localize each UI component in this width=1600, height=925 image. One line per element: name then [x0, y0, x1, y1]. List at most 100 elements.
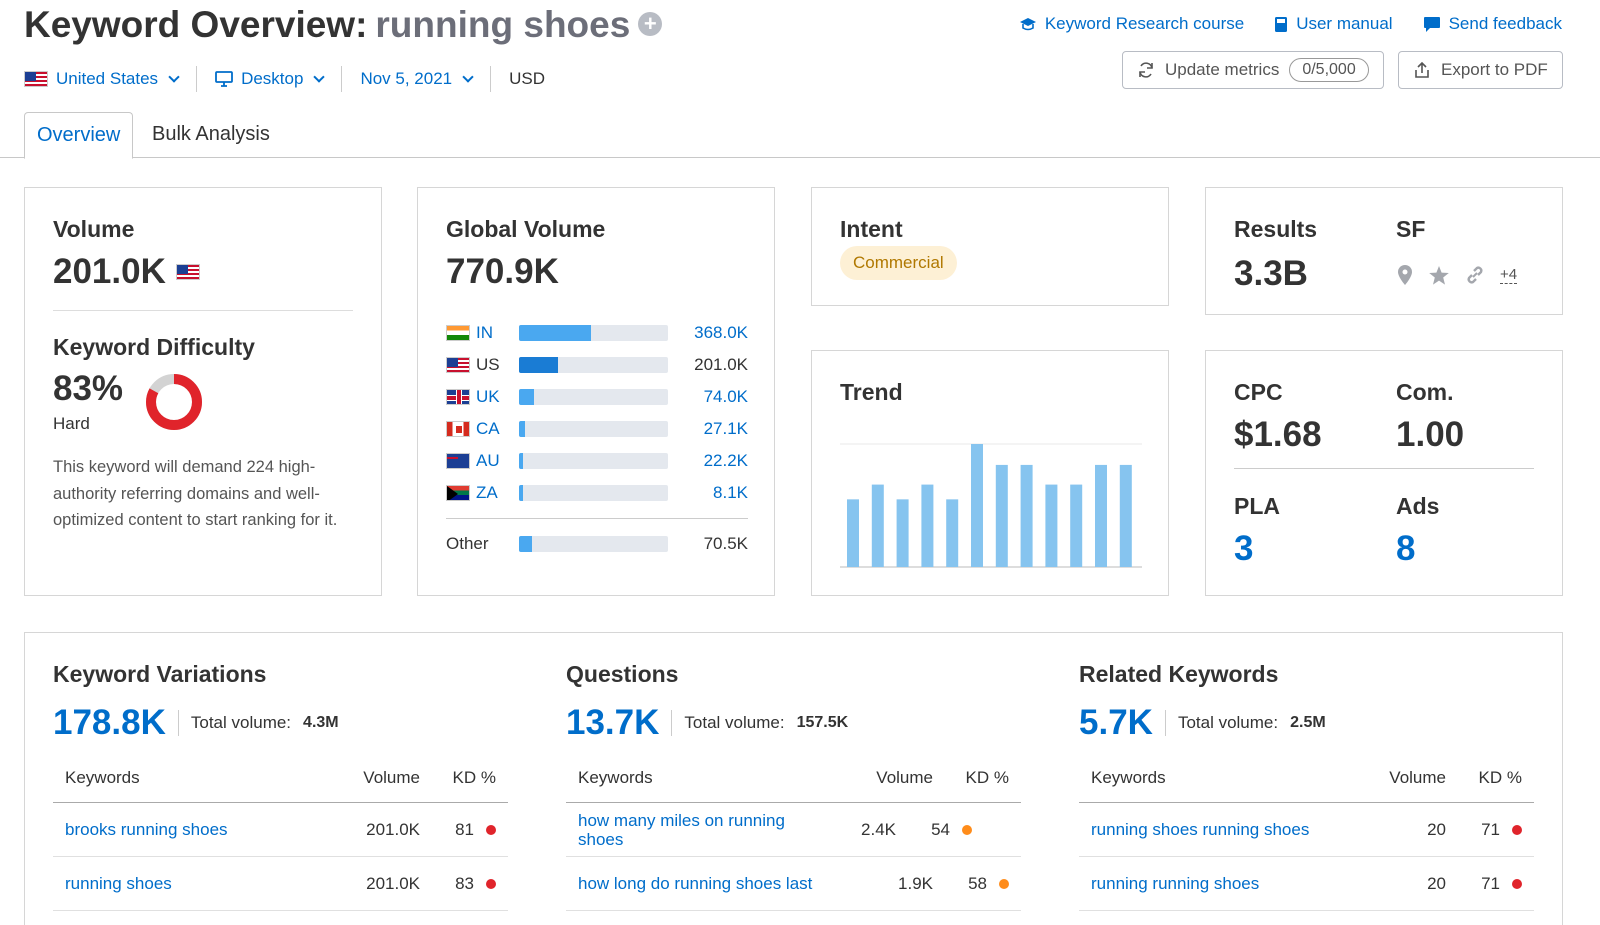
col-keywords[interactable]: Keywords [65, 767, 140, 787]
country-volume[interactable]: 74.0K [703, 387, 748, 406]
keyword-link[interactable]: running running shoes [1091, 873, 1260, 893]
manual-link[interactable]: User manual [1274, 14, 1393, 34]
update-metrics-button[interactable]: Update metrics 0/5,000 [1122, 51, 1384, 89]
difficulty-value: 83% [53, 369, 124, 408]
star-icon[interactable] [1428, 265, 1450, 286]
col-volume[interactable]: Volume [363, 767, 420, 787]
volume-bar [519, 389, 668, 405]
kd-dot [962, 824, 972, 835]
trend-bar[interactable] [946, 499, 959, 567]
total-volume-label: Total volume: [1177, 713, 1279, 732]
feedback-link-label: Send feedback [1448, 14, 1562, 33]
country-code[interactable]: CA [476, 419, 500, 438]
country-volume[interactable]: 8.1K [713, 483, 748, 502]
kd-value: 54 [931, 819, 950, 839]
trend-bar[interactable] [971, 444, 983, 567]
country-volume[interactable]: 22.2K [703, 451, 748, 470]
col-keywords[interactable]: Keywords [578, 767, 653, 787]
trend-bar[interactable] [1020, 464, 1033, 567]
col-volume[interactable]: Volume [876, 767, 933, 787]
global-volume-row: AU 22.2K [446, 450, 748, 472]
keyword-volume: 2.4K [861, 819, 896, 839]
country-code[interactable]: AU [476, 451, 500, 470]
volume-bar [519, 421, 668, 437]
trend-bar[interactable] [871, 484, 884, 567]
volume-bar [519, 536, 668, 552]
section-title: Questions [566, 661, 679, 687]
global-volume-label: Global Volume [446, 216, 606, 242]
country-select[interactable]: United States [24, 66, 198, 92]
volume-bar-fill [519, 357, 558, 373]
country-code[interactable]: UK [476, 387, 500, 406]
location-pin-icon[interactable] [1396, 264, 1414, 286]
update-metrics-label: Update metrics [1165, 60, 1280, 79]
keyword-link[interactable]: running shoes running shoes [1091, 819, 1310, 839]
table-row: running shoes 201.0K 83 [53, 857, 508, 911]
keyword-volume: 20 [1427, 819, 1446, 839]
volume-bar-fill [519, 421, 525, 437]
cpc-value: $1.68 [1234, 415, 1322, 454]
date-select[interactable]: Nov 5, 2021 [342, 66, 492, 92]
col-kd[interactable]: KD % [965, 767, 1009, 787]
keyword-variations-table: Keywords Volume KD % brooks running shoe… [53, 753, 508, 911]
trend-bar[interactable] [1119, 464, 1132, 567]
section-count[interactable]: 5.7K [1079, 703, 1153, 742]
country-volume[interactable]: 368.0K [694, 323, 748, 342]
device-label: Desktop [241, 69, 304, 88]
us-flag-icon [175, 264, 200, 280]
global-volume-row: ZA 8.1K [446, 482, 748, 504]
keyword-volume: 1.9K [898, 873, 933, 893]
sf-more[interactable]: +4 [1500, 266, 1518, 284]
col-volume[interactable]: Volume [1389, 767, 1446, 787]
tab-overview[interactable]: Overview [24, 112, 134, 159]
manual-link-label: User manual [1296, 14, 1393, 33]
tab-bulk-analysis[interactable]: Bulk Analysis [152, 123, 270, 145]
graduation-cap-icon [1019, 18, 1036, 31]
cpc-card: CPC $1.68 Com. 1.00 PLA 3 Ads 8 [1205, 350, 1563, 596]
trend-bar[interactable] [1070, 484, 1083, 567]
col-kd[interactable]: KD % [452, 767, 496, 787]
add-keyword-icon[interactable]: + [638, 12, 663, 37]
keyword-link[interactable]: how long do running shoes last [578, 873, 813, 893]
title-keyword: running shoes [375, 4, 631, 45]
export-pdf-button[interactable]: Export to PDF [1398, 51, 1563, 89]
ads-value[interactable]: 8 [1396, 529, 1416, 568]
course-link[interactable]: Keyword Research course [1019, 14, 1244, 34]
keyword-kd: 81 [420, 820, 508, 840]
trend-bar[interactable] [847, 499, 859, 567]
pla-value[interactable]: 3 [1234, 529, 1254, 568]
col-keywords[interactable]: Keywords [1091, 767, 1166, 787]
total-volume-value: 4.3M [303, 714, 339, 731]
trend-bar[interactable] [896, 499, 909, 567]
chevron-down-icon [313, 70, 326, 83]
chevron-down-icon [168, 70, 180, 83]
volume-bar-fill [519, 536, 533, 552]
trend-bar[interactable] [1045, 484, 1058, 567]
results-label: Results [1234, 216, 1318, 242]
keyword-link[interactable]: brooks running shoes [65, 819, 228, 839]
global-volume-row: US 201.0K [446, 354, 748, 376]
kd-dot [486, 824, 496, 835]
country-volume[interactable]: 27.1K [703, 419, 748, 438]
trend-bar[interactable] [921, 484, 934, 567]
keyword-volume: 20 [1427, 873, 1446, 893]
device-select[interactable]: Desktop [197, 66, 343, 92]
feedback-link[interactable]: Send feedback [1423, 14, 1562, 34]
results-card: Results 3.3B SF +4 [1205, 187, 1563, 315]
trend-bar[interactable] [995, 464, 1008, 567]
country-volume: 201.0K [694, 355, 748, 374]
keyword-link[interactable]: running shoes [65, 873, 172, 893]
country-code[interactable]: ZA [476, 483, 498, 502]
keyword-link[interactable]: how many miles on running shoes [578, 810, 785, 849]
volume-card: Volume 201.0K Keyword Difficulty 83% Har… [24, 187, 382, 596]
link-icon[interactable] [1464, 264, 1486, 286]
trend-bar[interactable] [1095, 464, 1107, 567]
col-kd[interactable]: KD % [1478, 767, 1522, 787]
table-row: running shoes running shoes 20 71 [1079, 803, 1534, 857]
table-row: how long do running shoes last 1.9K 58 [566, 857, 1021, 911]
table-header: Keywords Volume KD % [566, 753, 1021, 803]
section-count[interactable]: 178.8K [53, 703, 166, 742]
section-count[interactable]: 13.7K [566, 703, 660, 742]
kd-value: 83 [455, 873, 474, 893]
country-code[interactable]: IN [476, 323, 493, 342]
